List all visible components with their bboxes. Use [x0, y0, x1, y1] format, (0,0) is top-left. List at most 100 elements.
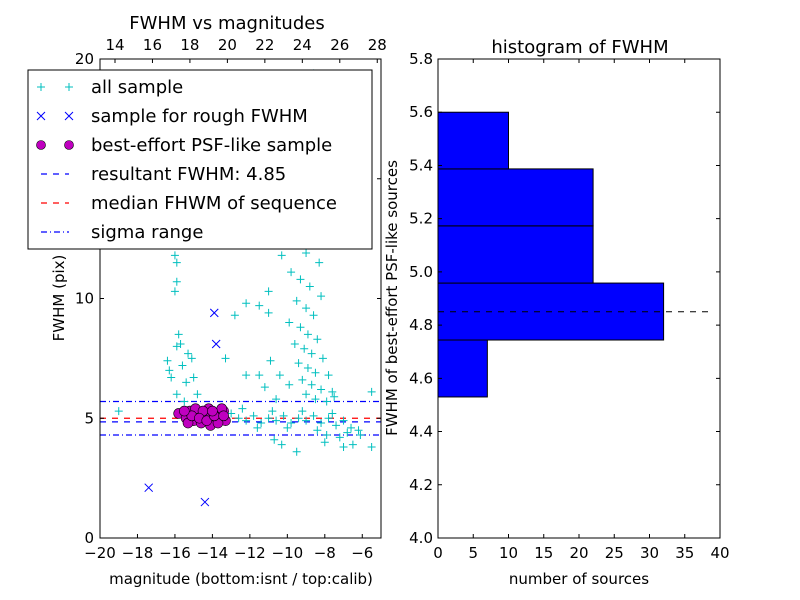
histogram-ylabel: FWHM of best-effort PSF-like sources [383, 160, 401, 436]
data-point-plus [272, 395, 281, 404]
data-point-plus [317, 419, 326, 428]
top-x-tick-label: 28 [368, 36, 387, 54]
data-point-circle [207, 405, 218, 417]
data-point-plus [268, 407, 277, 416]
legend-label: sample for rough FWHM [91, 106, 308, 127]
data-point-x [211, 339, 221, 349]
y-tick-label: 5.0 [409, 263, 433, 281]
x-tick-label: 25 [605, 544, 624, 562]
data-point-plus [178, 361, 187, 370]
histogram-bar [437, 111, 509, 170]
x-tick-label: 35 [675, 544, 694, 562]
data-point-plus [287, 419, 296, 428]
data-point-plus [167, 373, 176, 382]
data-point-plus [302, 390, 311, 399]
legend-label: median FHWM of sequence [91, 193, 337, 214]
x-tick-label: −6 [351, 544, 373, 562]
legend-marker-x [64, 111, 74, 121]
data-point-plus [324, 371, 333, 380]
x-tick-label: 0 [433, 544, 443, 562]
data-point-plus [324, 414, 333, 423]
x-tick-label: −14 [197, 544, 229, 562]
data-point-plus [313, 426, 322, 435]
top-x-tick-label: 16 [143, 36, 162, 54]
data-point-plus [242, 416, 251, 425]
data-point-plus [296, 323, 305, 332]
legend-label: best-effort PSF-like sample [91, 135, 332, 156]
x-tick-label: 15 [534, 544, 553, 562]
data-point-plus [367, 442, 376, 451]
legend-marker-plus [37, 83, 45, 91]
data-point-plus [266, 356, 275, 365]
data-point-plus [367, 387, 376, 396]
x-tick-label: 10 [499, 544, 518, 562]
x-tick-label: 20 [569, 544, 588, 562]
data-point-plus [270, 435, 279, 444]
data-point-plus [187, 354, 196, 363]
data-point-plus [172, 277, 181, 286]
data-point-plus [302, 304, 311, 313]
data-point-x [209, 308, 219, 318]
data-point-plus [339, 442, 348, 451]
x-tick-label: −12 [234, 544, 266, 562]
scatter-title: FWHM vs magnitudes [129, 13, 324, 34]
data-point-plus [170, 287, 179, 296]
data-point-plus [318, 354, 327, 363]
data-point-plus [264, 414, 273, 423]
data-point-plus [296, 275, 305, 284]
data-point-plus [279, 411, 288, 420]
top-x-tick-label: 18 [180, 36, 199, 54]
data-point-plus [348, 440, 357, 449]
data-point-plus [264, 308, 273, 317]
scatter-ylabel: FWHM (pix) [50, 255, 68, 342]
data-point-plus [356, 431, 365, 440]
data-point-plus [238, 404, 247, 413]
data-point-plus [172, 342, 181, 351]
data-point-plus [255, 371, 264, 380]
data-point-plus [260, 383, 269, 392]
top-x-tick-label: 24 [293, 36, 312, 54]
data-point-plus [298, 375, 307, 384]
y-tick-label: 5 [84, 409, 94, 427]
data-point-plus [255, 301, 264, 310]
x-tick-label: 40 [710, 544, 729, 562]
data-point-plus [172, 390, 181, 399]
data-point-x [144, 483, 154, 493]
data-point-plus [315, 258, 324, 267]
data-point-plus [322, 397, 331, 406]
top-x-tick-label: 14 [105, 36, 124, 54]
data-point-circle [218, 410, 229, 422]
data-point-plus [285, 318, 294, 327]
data-point-plus [309, 311, 318, 320]
x-tick-label: −18 [122, 544, 154, 562]
data-point-plus [303, 330, 312, 339]
data-point-x [200, 497, 210, 507]
data-point-plus [264, 287, 273, 296]
data-point-plus [287, 268, 296, 277]
data-point-plus [339, 416, 348, 425]
y-tick-label: 4.4 [409, 423, 433, 441]
x-tick-label: 5 [468, 544, 478, 562]
y-tick-label: 4.6 [409, 369, 433, 387]
top-x-tick-label: 22 [255, 36, 274, 54]
y-tick-label: 4.0 [409, 529, 433, 547]
data-point-plus [184, 349, 193, 358]
legend-label: sigma range [91, 222, 203, 243]
data-point-plus [193, 390, 202, 399]
data-point-plus [317, 292, 326, 301]
histogram-bar [437, 339, 488, 398]
x-tick-label: −20 [84, 544, 116, 562]
data-point-plus [290, 340, 299, 349]
y-tick-label: 5.8 [409, 50, 433, 68]
data-point-circle [201, 415, 213, 426]
data-point-plus [347, 423, 356, 432]
data-point-plus [230, 311, 239, 320]
data-point-plus [343, 428, 352, 437]
scatter-xlabel: magnitude (bottom:isnt / top:calib) [109, 570, 373, 588]
histogram-title: histogram of FWHM [491, 37, 668, 58]
data-point-plus [174, 330, 183, 339]
y-tick-label: 20 [75, 50, 94, 68]
y-tick-label: 5.6 [409, 103, 433, 121]
data-point-plus [189, 373, 198, 382]
